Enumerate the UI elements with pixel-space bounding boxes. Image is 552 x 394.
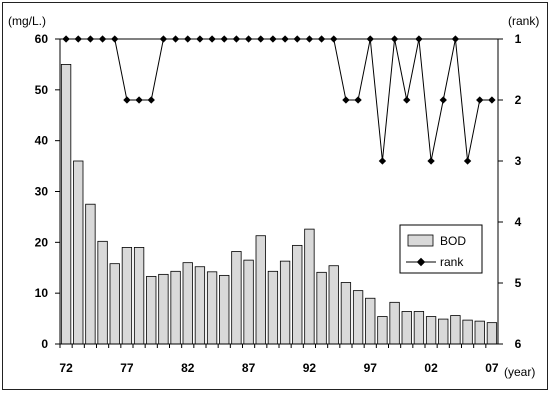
- legend: BOD rank: [399, 224, 483, 274]
- bod-bar-1992: [304, 228, 315, 345]
- rank-point-1998: [378, 157, 387, 165]
- legend-marker-rank: [416, 257, 426, 267]
- bod-bar-2007: [486, 322, 498, 345]
- bod-bar-1993: [316, 271, 327, 345]
- right-tick-label: 6: [515, 337, 522, 351]
- bod-bar-2003: [438, 318, 449, 345]
- bod-bar-1985: [219, 274, 230, 345]
- rank-point-1979: [147, 96, 155, 104]
- rank-point-1996: [354, 96, 362, 104]
- rank-point-2006: [476, 96, 484, 104]
- right-axis-unit: (rank): [508, 14, 539, 28]
- x-tick-label: 87: [242, 361, 256, 375]
- bod-bar-1999: [389, 301, 400, 345]
- rank-point-1978: [135, 96, 143, 104]
- right-tick-label: 1: [515, 32, 522, 46]
- bod-bar-1988: [255, 235, 266, 345]
- bod-bar-1979: [146, 275, 157, 345]
- rank-point-1977: [123, 96, 131, 104]
- bod-bar-1995: [340, 282, 352, 345]
- x-tick-label: 72: [59, 361, 73, 375]
- bod-bar-1990: [279, 260, 291, 345]
- rank-line-series: [62, 35, 496, 165]
- bod-bar-1991: [292, 244, 303, 345]
- bod-bar-1996: [352, 290, 364, 345]
- x-axis: 72 77 82 87 92 97 02 07: [59, 344, 499, 375]
- rank-point-2003: [439, 96, 447, 104]
- right-tick-label: 2: [515, 93, 522, 107]
- bod-bar-1981: [170, 270, 181, 345]
- left-tick-label: 60: [35, 32, 49, 46]
- bod-bar-1978: [133, 247, 145, 345]
- left-tick-label: 30: [35, 185, 49, 199]
- left-tick-label: 40: [35, 134, 49, 148]
- left-axis-unit: (mg/L.): [8, 14, 46, 28]
- x-tick-label: 82: [181, 361, 195, 375]
- rank-point-2005: [463, 157, 472, 165]
- bod-bar-1975: [97, 240, 108, 345]
- bod-bar-2000: [401, 311, 412, 345]
- bod-bar-2001: [413, 311, 425, 345]
- bod-bar-1976: [109, 263, 120, 345]
- x-tick-label: 97: [364, 361, 378, 375]
- right-axis: 1 2 3 4 5 6: [498, 32, 522, 351]
- bod-bar-1973: [73, 160, 84, 345]
- legend-label-bod: BOD: [440, 234, 466, 248]
- x-axis-unit: (year): [504, 365, 535, 379]
- bod-bar-1983: [194, 266, 206, 345]
- x-tick-label: 77: [120, 361, 134, 375]
- right-tick-label: 4: [515, 215, 522, 229]
- bod-bar-1994: [328, 265, 339, 345]
- bod-bar-1987: [243, 259, 254, 345]
- rank-point-2007: [488, 96, 496, 104]
- x-tick-label: 02: [424, 361, 438, 375]
- legend-swatch-bod: [407, 234, 434, 247]
- bod-bar-1989: [267, 270, 279, 345]
- bod-bar-2004: [450, 315, 461, 345]
- x-tick-label: 92: [303, 361, 317, 375]
- bod-bar-1982: [182, 262, 193, 345]
- left-tick-label: 20: [35, 235, 49, 249]
- bod-bar-1986: [231, 251, 242, 345]
- bod-bar-2006: [474, 320, 485, 345]
- left-tick-label: 50: [35, 83, 49, 97]
- bod-bars: [60, 64, 498, 345]
- left-tick-label: 10: [35, 286, 49, 300]
- bod-bar-1972: [60, 64, 72, 345]
- legend-label-rank: rank: [440, 255, 464, 269]
- bod-bar-1984: [206, 271, 218, 345]
- rank-point-2000: [403, 96, 411, 104]
- bod-bar-1977: [121, 247, 133, 345]
- bod-bar-1997: [365, 297, 376, 345]
- bod-bar-2005: [462, 319, 473, 345]
- right-tick-label: 3: [515, 154, 522, 168]
- bod-bar-1974: [85, 203, 96, 345]
- x-tick-label: 07: [485, 361, 499, 375]
- left-axis: 0 10 20 30 40 50 60: [35, 32, 60, 351]
- legend-box: [399, 224, 483, 274]
- left-tick-label: 0: [41, 337, 48, 351]
- rank-point-1995: [342, 96, 350, 104]
- right-tick-label: 5: [515, 276, 522, 290]
- bod-bar-2002: [425, 316, 437, 345]
- bod-bar-1998: [377, 316, 388, 345]
- bod-bar-1980: [158, 273, 169, 345]
- rank-point-2002: [427, 157, 435, 165]
